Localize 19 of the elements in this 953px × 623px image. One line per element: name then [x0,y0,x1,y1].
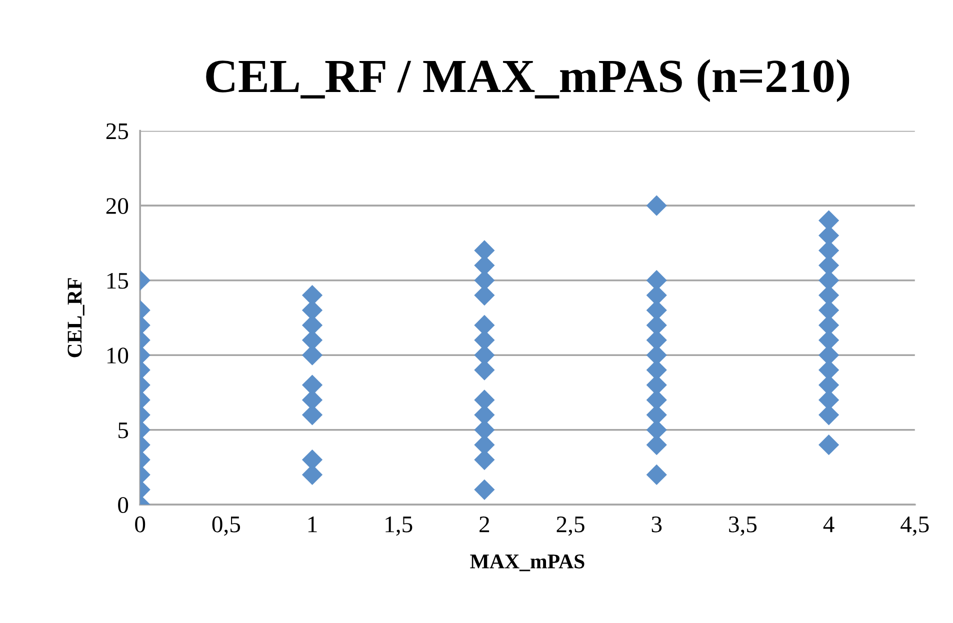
x-tick-label: 0,5 [212,516,240,536]
y-tick-label: 0 [118,497,128,514]
y-tick-label: 10 [107,348,128,364]
y-tick-label: 5 [118,422,128,438]
x-tick-label: 2 [480,516,490,532]
chart-title: CEL_RF / MAX_mPAS (n=210) [206,59,850,102]
x-tick-label: 3,5 [729,516,757,536]
y-tick-label: 20 [106,198,128,214]
y-tick-label: 15 [107,272,128,289]
x-tick-label: 2,5 [556,516,584,536]
x-tick-label: 1 [308,516,317,532]
y-tick-label: 25 [106,123,128,140]
x-tick-label: 4 [823,516,834,532]
x-axis-title: MAX_mPAS [470,554,584,572]
x-tick-label: 4,5 [900,516,929,536]
x-tick-label: 0 [135,516,146,532]
x-tick-label: 1,5 [386,516,412,536]
x-tick-label: 3 [652,516,662,532]
y-axis-title: CEL_RF [68,278,84,358]
